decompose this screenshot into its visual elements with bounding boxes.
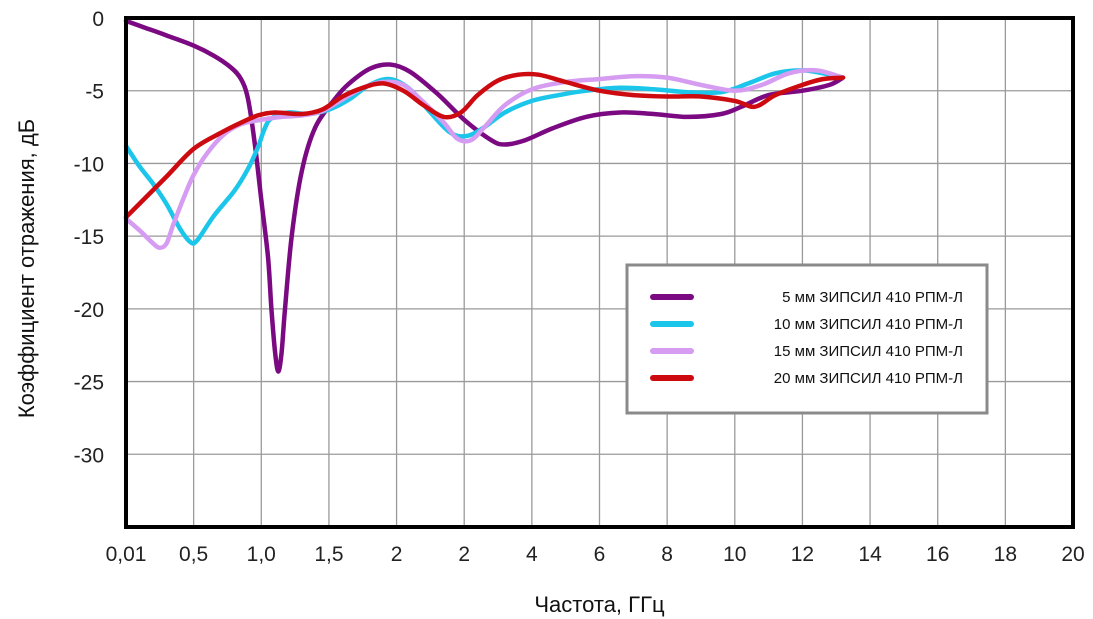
legend-entry: 10 мм ЗИПСИЛ 410 РПМ-Л [774,316,963,333]
x-axis-ticks: 0,01 0,5 1,0 1,5 2 2 4 6 8 10 12 14 16 18 20 [106,543,1085,566]
legend-entry: 20 мм ЗИПСИЛ 410 РПМ-Л [774,370,963,387]
series-line-4 [123,71,846,220]
series-lines [123,18,846,374]
x-tick-label: 1,0 [247,543,276,566]
x-tick-label: 10 [723,543,746,566]
y-tick-label: 0 [92,8,104,31]
x-tick-label: 0,01 [106,543,147,566]
y-tick-label: -20 [74,299,104,322]
x-tick-label: 20 [1061,543,1084,566]
x-axis-label: Частота, ГГц [534,592,665,617]
y-tick-label: -15 [74,226,104,249]
y-tick-label: -5 [85,81,104,104]
x-tick-label: 14 [858,543,882,566]
legend-entry: 15 мм ЗИПСИЛ 410 РПМ-Л [774,343,963,360]
y-tick-label: -25 [74,372,104,395]
x-tick-label: 4 [526,543,538,566]
plot-frame [124,16,1075,529]
x-tick-label: 18 [994,543,1017,566]
x-tick-label: 1,5 [314,543,343,566]
x-tick-label: 8 [661,543,673,566]
series-line-1 [123,18,846,374]
legend-entry: 5 мм ЗИПСИЛ 410 РПМ-Л [782,289,963,306]
x-tick-label: 2 [391,543,403,566]
y-tick-label: -30 [74,444,104,467]
legend: 5 мм ЗИПСИЛ 410 РПМ-Л 10 мм ЗИПСИЛ 410 РП… [625,263,989,415]
y-axis-label: Коэффициент отражения, дБ [14,119,39,418]
y-tick-label: -10 [74,153,104,176]
x-tick-label: 2 [458,543,470,566]
x-tick-label: 12 [791,543,814,566]
series-line-2 [123,68,846,246]
x-tick-label: 16 [926,543,949,566]
series-line-3 [123,67,846,251]
x-tick-label: 0,5 [179,543,208,566]
legend-box [625,263,989,415]
x-tick-label: 6 [594,543,606,566]
y-axis-ticks: 0 -5 -10 -15 -20 -25 -30 [74,8,104,467]
